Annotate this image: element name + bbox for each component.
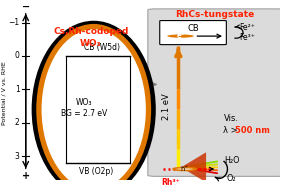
Text: CB (W5d): CB (W5d) [84,43,120,52]
Text: VB (O2p): VB (O2p) [79,167,114,176]
Text: 3: 3 [15,152,20,161]
Text: Fe³⁺: Fe³⁺ [239,33,255,42]
FancyBboxPatch shape [160,21,226,45]
FancyBboxPatch shape [148,9,281,176]
Text: 1: 1 [15,85,20,94]
Text: Fe²⁺: Fe²⁺ [239,23,255,32]
Text: Potential / V vs. RHE: Potential / V vs. RHE [2,61,7,125]
Text: 500 nm: 500 nm [235,126,269,135]
Text: 2: 2 [15,118,20,127]
Text: Vis.: Vis. [224,114,239,123]
Polygon shape [181,152,206,182]
Text: WO₃: WO₃ [80,39,102,48]
Text: H₂O: H₂O [224,156,240,165]
Text: e⁻: e⁻ [176,33,185,39]
Circle shape [173,168,196,170]
Text: Cs,Rh-codoped: Cs,Rh-codoped [53,27,129,36]
Text: CB: CB [187,24,199,33]
Text: h⁺: h⁺ [181,166,189,172]
Text: Rh³⁺: Rh³⁺ [162,178,180,187]
Text: 0: 0 [15,51,20,60]
Text: λ >: λ > [223,126,240,135]
Text: RhCs-tungstate: RhCs-tungstate [176,10,255,19]
Text: −1: −1 [8,18,20,27]
Text: O₂: O₂ [227,174,237,183]
Text: −: − [22,2,30,12]
Circle shape [167,35,194,38]
Text: 2.1 eV: 2.1 eV [162,93,171,120]
Text: WO₃
BG = 2.7 eV: WO₃ BG = 2.7 eV [61,98,107,118]
Ellipse shape [42,28,145,189]
Text: +: + [22,171,30,181]
